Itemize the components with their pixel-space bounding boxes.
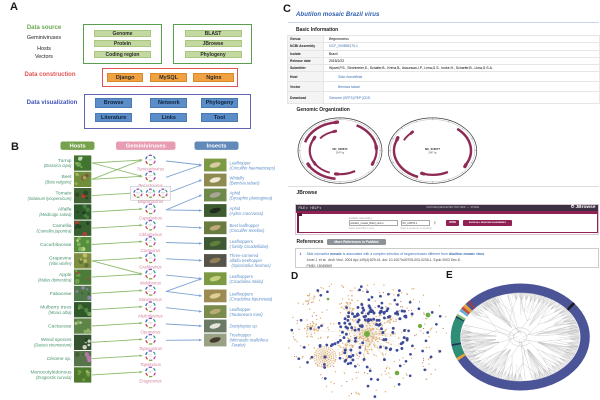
svg-text:Begomovirus: Begomovirus [138, 199, 164, 204]
svg-text:Grapevine: Grapevine [49, 256, 72, 262]
svg-text:Cucurbitaceae: Cucurbitaceae [40, 242, 72, 248]
svg-text:Beet leafhopper: Beet leafhopper [230, 223, 260, 228]
svg-text:Camellia: Camellia [52, 223, 71, 229]
svg-text:Turncurtovirus: Turncurtovirus [137, 167, 166, 172]
svg-text:Three-cornered: Three-cornered [230, 253, 260, 258]
svg-text:Beet: Beet [61, 174, 72, 180]
svg-text:Leafhoppers: Leafhoppers [230, 291, 253, 296]
svg-text:E: E [446, 270, 453, 281]
svg-text:Opunvirus: Opunvirus [140, 330, 161, 335]
svg-text:NC_016577: NC_016577 [425, 147, 440, 151]
svg-text:Citlodavirus: Citlodavirus [139, 232, 163, 237]
svg-text:(Dysaphis plantaginea): (Dysaphis plantaginea) [230, 195, 273, 200]
svg-text:(Solanum lycopersicum): (Solanum lycopersicum) [28, 196, 73, 201]
svg-text:(Circulifer haematoceps): (Circulifer haematoceps) [230, 165, 276, 170]
svg-text:Cactaceae: Cactaceae [48, 324, 72, 330]
svg-text:Leafhopper: Leafhopper [230, 307, 252, 312]
svg-text:Leafhoppers: Leafhoppers [230, 274, 253, 279]
svg-text:(Camellia japonica): (Camellia japonica) [36, 228, 72, 233]
svg-text:Aphid: Aphid [230, 190, 241, 195]
svg-text:( family Cicadellidae): ( family Cicadellidae) [230, 244, 269, 249]
svg-text:Capulavirus: Capulavirus [139, 216, 163, 221]
svg-text:2647 bp: 2647 bp [428, 153, 437, 155]
svg-text:(Brassica rapa): (Brassica rapa) [44, 163, 72, 168]
svg-text:Fabaceae: Fabaceae [50, 291, 72, 297]
svg-text:(Malus domestica): (Malus domestica) [38, 277, 72, 282]
svg-text:Apple: Apple [59, 272, 72, 278]
svg-text:Treehopper: Treehopper [230, 333, 252, 338]
svg-text:Mulberry trees: Mulberry trees [40, 305, 72, 311]
svg-text:(Tautoneura mori): (Tautoneura mori) [230, 312, 264, 317]
svg-text:(Bemisia tabaci): (Bemisia tabaci) [230, 180, 261, 185]
svg-text:(Morus alba): (Morus alba) [49, 310, 73, 315]
svg-text:Tomato: Tomato [55, 190, 71, 196]
svg-text:NC_016574: NC_016574 [333, 147, 348, 151]
svg-text:Grablovirus: Grablovirus [139, 264, 162, 269]
svg-text:Whitefly: Whitefly [230, 175, 246, 180]
svg-text:Hosts: Hosts [69, 144, 85, 150]
svg-text:Leafhopper: Leafhopper [230, 160, 252, 165]
svg-text:Topilevirus: Topilevirus [140, 362, 162, 367]
svg-text:Mastrevirus: Mastrevirus [139, 297, 162, 302]
svg-text:Mulcrilevirus: Mulcrilevirus [138, 313, 163, 318]
svg-text:Topocuvirus: Topocuvirus [139, 346, 163, 351]
svg-text:(Cicadulina bipunctata): (Cicadulina bipunctata) [230, 296, 273, 301]
svg-text:Monocotyledonous: Monocotyledonous [30, 370, 72, 376]
svg-text:(Vitis vinifer): (Vitis vinifer) [49, 261, 72, 266]
svg-text:Geminiviruses: Geminiviruses [126, 144, 166, 150]
svg-text:Becurtovirus: Becurtovirus [138, 183, 163, 188]
svg-text:(Aphis craccivora): (Aphis craccivora) [230, 211, 264, 216]
svg-text:Fowler): Fowler) [232, 343, 247, 348]
svg-text:Leafhoppers: Leafhoppers [230, 239, 253, 244]
svg-text:2647 bp: 2647 bp [336, 153, 345, 155]
svg-text:(Datura stromonium): (Datura stromonium) [34, 343, 72, 348]
svg-text:(Eragrostis curvula): (Eragrostis curvula) [36, 375, 72, 380]
svg-text:(Medicago sativa): (Medicago sativa) [39, 212, 72, 217]
svg-text:Turnip: Turnip [58, 158, 72, 164]
svg-text:(Micrutalis malleifera: (Micrutalis malleifera [230, 338, 269, 343]
svg-text:Alfalfa: Alfalfa [58, 207, 72, 213]
svg-text:(Cicadulina mbila): (Cicadulina mbila) [230, 279, 264, 284]
svg-text:alfalfa treehopper: alfalfa treehopper [230, 258, 263, 263]
svg-text:Maldovirus: Maldovirus [140, 281, 162, 286]
svg-text:Insects: Insects [207, 144, 227, 150]
svg-text:D: D [291, 271, 298, 282]
svg-text:Dactylopius sp.: Dactylopius sp. [230, 324, 258, 329]
svg-text:Aphid: Aphid [230, 206, 241, 211]
svg-text:Eragrovirus: Eragrovirus [139, 379, 162, 384]
svg-text:Cleome sp.: Cleome sp. [47, 356, 72, 362]
svg-text:Weed species: Weed species [41, 337, 72, 343]
svg-text:Curtovirus: Curtovirus [140, 248, 161, 253]
svg-text:(Beta vulgaris): (Beta vulgaris) [45, 180, 72, 185]
svg-text:(Circulifer tenellus): (Circulifer tenellus) [230, 228, 266, 233]
svg-text:(Spissistilus festinus): (Spissistilus festinus) [232, 263, 272, 268]
